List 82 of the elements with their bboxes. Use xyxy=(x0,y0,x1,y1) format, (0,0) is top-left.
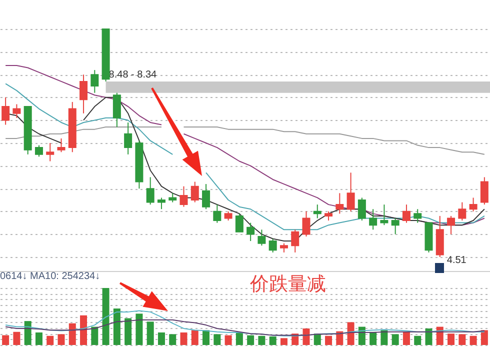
bar xyxy=(180,332,188,345)
bar xyxy=(247,335,254,345)
annotation: 价跌量减 xyxy=(249,274,326,295)
bar xyxy=(13,332,20,345)
candlestick xyxy=(280,242,288,253)
candlestick xyxy=(391,218,400,235)
candlestick xyxy=(258,229,266,246)
bar xyxy=(269,336,276,345)
candlestick xyxy=(336,192,344,214)
candlestick xyxy=(414,208,422,224)
candlestick xyxy=(180,186,188,208)
annotation: 4.51 xyxy=(446,255,467,266)
bar xyxy=(347,322,354,345)
bar xyxy=(91,326,98,345)
bar xyxy=(214,334,221,345)
bar xyxy=(68,323,76,345)
candlestick xyxy=(380,204,388,226)
bar xyxy=(58,334,65,345)
candlestick xyxy=(369,208,378,230)
bar xyxy=(302,328,310,345)
candlestick xyxy=(12,104,21,118)
candlestick xyxy=(213,204,222,224)
text: 0614↓ MA10: 254234↓ xyxy=(0,271,100,282)
candlestick xyxy=(458,202,466,222)
bar xyxy=(124,318,132,345)
candlestick xyxy=(480,176,488,206)
candlestick xyxy=(168,192,177,203)
bar xyxy=(24,321,32,345)
candlestick xyxy=(146,176,154,206)
bar xyxy=(102,288,110,345)
bar xyxy=(46,336,54,345)
bar xyxy=(370,332,377,345)
bar xyxy=(402,332,410,345)
candlestick xyxy=(402,204,410,224)
bar xyxy=(480,330,488,345)
candlestick xyxy=(90,70,99,94)
candlestick xyxy=(291,229,300,253)
bar xyxy=(280,338,288,345)
bar xyxy=(392,334,399,345)
bar xyxy=(314,334,321,345)
bar xyxy=(136,314,143,345)
candlestick xyxy=(46,142,54,162)
bar xyxy=(35,332,42,345)
bar xyxy=(380,330,388,345)
candlestick xyxy=(324,210,333,222)
bar xyxy=(2,335,10,345)
candlestick xyxy=(112,92,121,128)
bar xyxy=(169,334,176,345)
candlestick xyxy=(190,181,199,203)
candlestick xyxy=(80,74,88,114)
bar xyxy=(191,330,198,345)
bar xyxy=(236,332,243,345)
bar xyxy=(224,335,232,345)
bar xyxy=(470,336,477,345)
candlestick xyxy=(302,210,310,237)
bar xyxy=(146,322,154,345)
bar xyxy=(325,336,332,345)
candlestick xyxy=(346,172,355,212)
bar xyxy=(448,334,455,345)
candlestick xyxy=(224,210,232,222)
candlestick xyxy=(313,204,322,219)
candlestick xyxy=(246,222,255,242)
candlestick xyxy=(157,197,166,210)
candlestick xyxy=(57,138,66,153)
bar xyxy=(336,331,344,345)
candlestick xyxy=(235,213,244,232)
candlestick xyxy=(124,122,132,155)
bar xyxy=(425,328,432,345)
bar xyxy=(458,334,466,345)
candlestick xyxy=(358,197,366,222)
bar xyxy=(80,315,88,345)
bar xyxy=(158,332,165,345)
candlestick xyxy=(2,96,10,126)
candlestick xyxy=(469,197,478,212)
bar xyxy=(202,330,210,345)
candlestick xyxy=(34,144,43,158)
candlestick xyxy=(447,215,456,235)
bar xyxy=(113,308,120,345)
candlestick xyxy=(268,238,277,253)
bar xyxy=(414,336,422,345)
candlestick xyxy=(202,184,210,210)
bar xyxy=(258,336,266,345)
